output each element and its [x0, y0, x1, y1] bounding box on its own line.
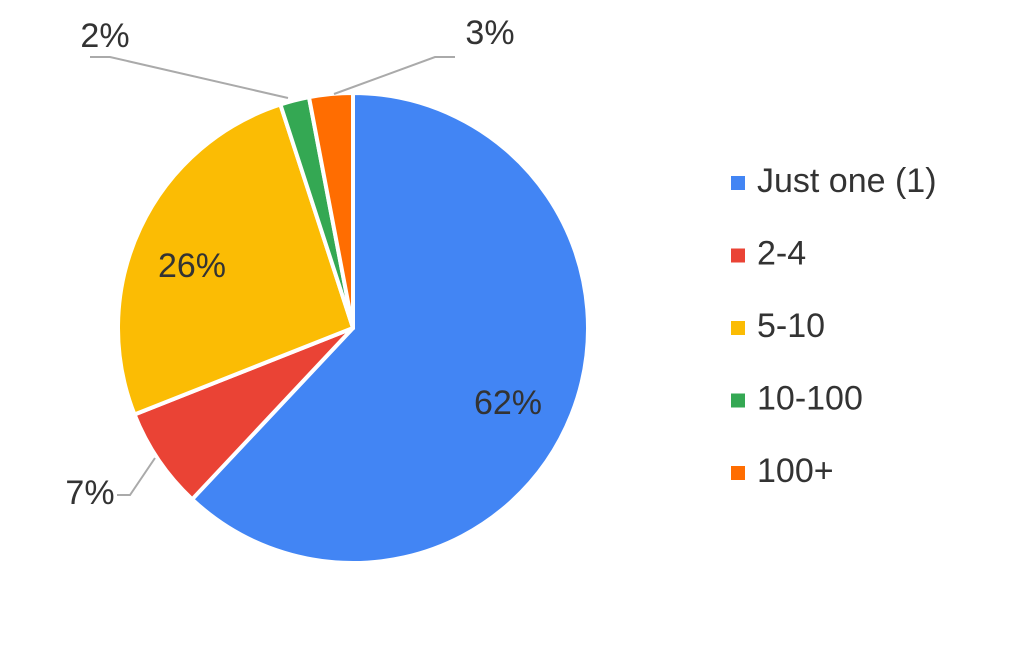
- leader-line: [117, 457, 156, 496]
- data-label: 3%: [465, 14, 514, 52]
- pie-slice: [190, 91, 590, 565]
- legend-swatch: [731, 321, 745, 335]
- pie-slice: [306, 91, 355, 330]
- data-label: 26%: [158, 247, 226, 285]
- legend-label: 5-10: [757, 307, 825, 345]
- data-label: 2%: [80, 17, 129, 55]
- leader-line: [90, 56, 289, 99]
- pie-slice: [116, 102, 355, 417]
- legend-swatch: [731, 176, 745, 190]
- leader-line: [333, 56, 455, 95]
- legend-label: 10-100: [757, 379, 863, 417]
- legend-label: 100+: [757, 452, 834, 490]
- legend-swatch: [731, 248, 745, 263]
- legend-label: 2-4: [757, 234, 806, 272]
- data-label: 7%: [65, 474, 114, 512]
- legend-label: Just one (1): [757, 162, 937, 200]
- legend-swatch: [731, 393, 745, 408]
- data-label: 62%: [474, 384, 542, 422]
- legend-swatch: [731, 466, 745, 480]
